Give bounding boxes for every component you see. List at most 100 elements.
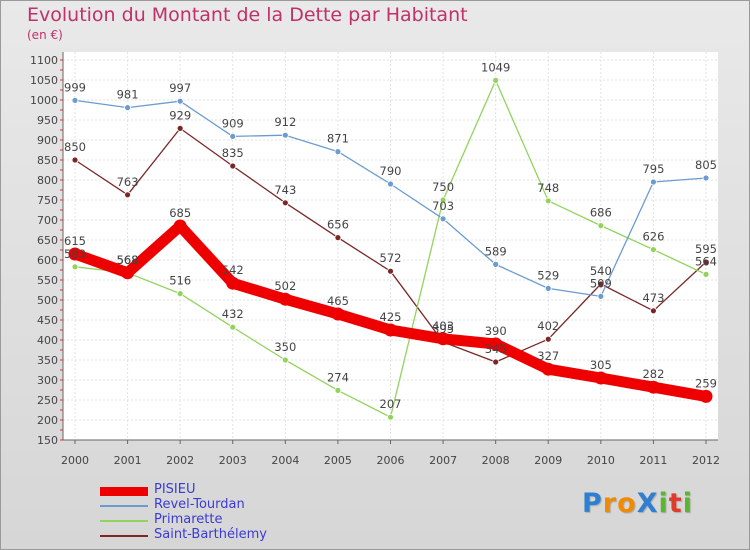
- y-tick-label: 450: [37, 314, 58, 327]
- data-point: [436, 332, 450, 346]
- data-label: 685: [169, 206, 191, 220]
- data-point: [597, 292, 605, 300]
- data-label: 282: [642, 367, 664, 381]
- data-label: 763: [117, 175, 139, 189]
- data-label: 345: [485, 342, 507, 356]
- y-tick-label: 1000: [30, 94, 58, 107]
- data-label: 1049: [481, 60, 510, 74]
- data-point: [492, 260, 500, 268]
- data-label: 743: [274, 183, 296, 197]
- y-tick-label: 550: [37, 274, 58, 287]
- legend-label: Primarette: [154, 512, 223, 527]
- data-label: 795: [642, 162, 664, 176]
- data-label: 626: [642, 230, 664, 244]
- y-tick-label: 600: [37, 254, 58, 267]
- data-label: 686: [590, 206, 612, 220]
- data-label: 583: [64, 247, 86, 261]
- data-point: [71, 263, 79, 271]
- y-tick-label: 350: [37, 354, 58, 367]
- data-point: [702, 258, 710, 266]
- x-tick-label: 2001: [114, 454, 142, 467]
- data-label: 568: [117, 253, 139, 267]
- data-label: 835: [222, 146, 244, 160]
- data-label: 465: [327, 294, 349, 308]
- x-tick-label: 2002: [166, 454, 194, 467]
- data-label: 305: [590, 358, 612, 372]
- x-tick-label: 2011: [639, 454, 667, 467]
- data-point: [650, 246, 657, 254]
- y-tick-label: 950: [37, 114, 58, 127]
- legend-label: Revel-Tourdan: [154, 497, 245, 512]
- data-label: 529: [537, 268, 559, 282]
- legend-swatch: [100, 505, 148, 507]
- y-tick-label: 1100: [30, 54, 58, 67]
- data-label: 750: [432, 180, 454, 194]
- y-tick-label: 750: [37, 194, 58, 207]
- legend-label: PISIEU: [154, 482, 196, 497]
- data-point: [650, 307, 657, 315]
- data-label: 390: [485, 324, 507, 338]
- data-point: [702, 270, 710, 278]
- y-tick-label: 500: [37, 294, 58, 307]
- data-label: 403: [432, 319, 454, 333]
- x-tick-label: 2000: [61, 454, 89, 467]
- data-label: 572: [380, 251, 402, 265]
- y-tick-label: 850: [37, 154, 58, 167]
- data-point: [176, 290, 184, 298]
- data-point: [387, 413, 394, 421]
- legend-swatch: [100, 520, 148, 522]
- y-tick-label: 700: [37, 214, 58, 227]
- data-point: [281, 199, 289, 207]
- data-label: 999: [64, 80, 86, 94]
- data-point: [439, 196, 447, 204]
- data-label: 207: [380, 397, 402, 411]
- data-point: [281, 356, 289, 364]
- chart-subtitle: (en €): [27, 28, 63, 42]
- data-point: [387, 180, 394, 188]
- data-point: [173, 219, 187, 233]
- x-tick-label: 2010: [587, 454, 615, 467]
- x-tick-label: 2006: [377, 454, 405, 467]
- data-label: 909: [222, 116, 244, 130]
- data-label: 402: [537, 319, 559, 333]
- data-label: 912: [274, 115, 296, 129]
- data-label: 871: [327, 132, 349, 146]
- data-label: 805: [695, 158, 717, 172]
- data-point: [176, 97, 184, 105]
- data-point: [384, 323, 397, 337]
- data-label: 274: [327, 370, 349, 384]
- data-label: 703: [432, 199, 454, 213]
- data-label: 589: [485, 244, 507, 258]
- x-tick-label: 2003: [219, 454, 247, 467]
- proxiti-logo: ProXiti: [582, 488, 693, 519]
- data-point: [699, 389, 713, 403]
- data-label: 997: [169, 81, 191, 95]
- x-tick-label: 2005: [324, 454, 352, 467]
- data-point: [439, 215, 447, 223]
- data-label: 540: [590, 264, 612, 278]
- data-point: [281, 131, 289, 139]
- data-point: [650, 178, 657, 186]
- data-label: 595: [695, 242, 717, 256]
- data-point: [702, 174, 710, 182]
- data-point: [121, 266, 135, 280]
- legend-swatch: [100, 535, 148, 537]
- data-label: 981: [117, 88, 139, 102]
- data-point: [334, 386, 342, 394]
- data-label: 568: [117, 253, 139, 267]
- x-tick-label: 2008: [482, 454, 510, 467]
- data-label: 259: [695, 376, 717, 390]
- data-label: 564: [695, 254, 717, 268]
- data-label: 425: [380, 310, 402, 324]
- data-point: [597, 222, 605, 230]
- y-tick-label: 250: [37, 394, 58, 407]
- data-label: 790: [380, 164, 402, 178]
- data-point: [278, 292, 292, 306]
- data-point: [124, 191, 131, 199]
- data-point: [331, 307, 345, 321]
- data-point: [492, 358, 500, 366]
- data-label: 929: [169, 108, 191, 122]
- data-label: 327: [537, 349, 559, 363]
- data-point: [229, 132, 237, 140]
